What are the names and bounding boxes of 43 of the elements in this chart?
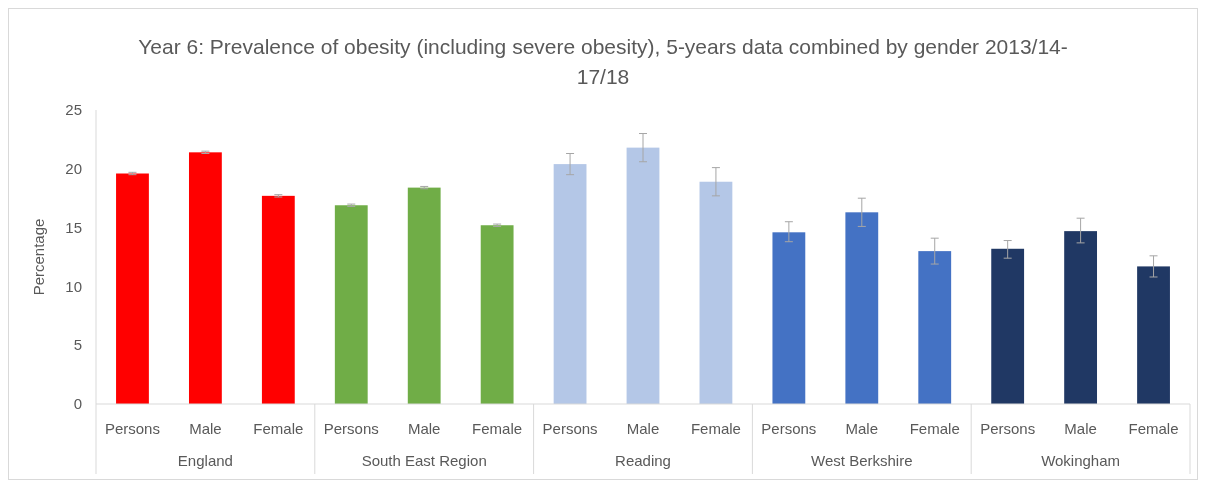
- bar: [699, 181, 733, 404]
- bar: [845, 212, 879, 404]
- bar: [918, 251, 952, 404]
- bar: [991, 248, 1025, 404]
- x-tick-label: Male: [845, 420, 879, 437]
- x-tick-label: Female: [1128, 420, 1179, 437]
- x-tick-label: Female: [909, 420, 960, 437]
- y-tick-label: 5: [73, 336, 82, 354]
- bar: [1064, 231, 1098, 404]
- x-tick-label: Male: [189, 420, 222, 437]
- bar: [334, 205, 368, 404]
- x-tick-label: Female: [472, 420, 523, 437]
- bar: [626, 147, 660, 404]
- bar: [116, 173, 149, 404]
- x-tick-label: Persons: [104, 420, 160, 437]
- text: England: [177, 452, 233, 469]
- y-axis-title: Percentage: [30, 218, 47, 296]
- y-tick-label: 20: [65, 160, 82, 178]
- y-tick-label: 0: [73, 395, 82, 413]
- bar: [188, 152, 222, 404]
- y-tick-label: 15: [65, 218, 82, 236]
- x-tick-label: Male: [626, 420, 660, 437]
- x-tick-label: Persons: [761, 420, 817, 437]
- bar: [553, 164, 587, 404]
- text: Reading: [615, 452, 671, 469]
- text: South East Region: [361, 452, 487, 469]
- x-tick-label: Female: [690, 420, 741, 437]
- bar: [261, 195, 295, 404]
- chart-title: Year 6: Prevalence of obesity (including severe obesity), 5-years data combined by gender 2013/14-17/18: [138, 35, 1068, 88]
- bar: [480, 225, 514, 404]
- text: West Berkshire: [811, 452, 913, 469]
- x-tick-label: Male: [407, 420, 441, 437]
- x-tick-label: Persons: [980, 420, 1036, 437]
- y-tick-label: 10: [65, 277, 82, 295]
- x-tick-label: Female: [253, 420, 304, 437]
- x-tick-label: Persons: [323, 420, 379, 437]
- y-tick-label: 25: [65, 101, 82, 119]
- text: Wokingham: [1041, 452, 1121, 469]
- x-tick-label: Persons: [542, 420, 598, 437]
- x-tick-label: Male: [1064, 420, 1097, 437]
- bar: [407, 187, 441, 404]
- bar: [772, 232, 806, 404]
- bar: [1137, 266, 1170, 404]
